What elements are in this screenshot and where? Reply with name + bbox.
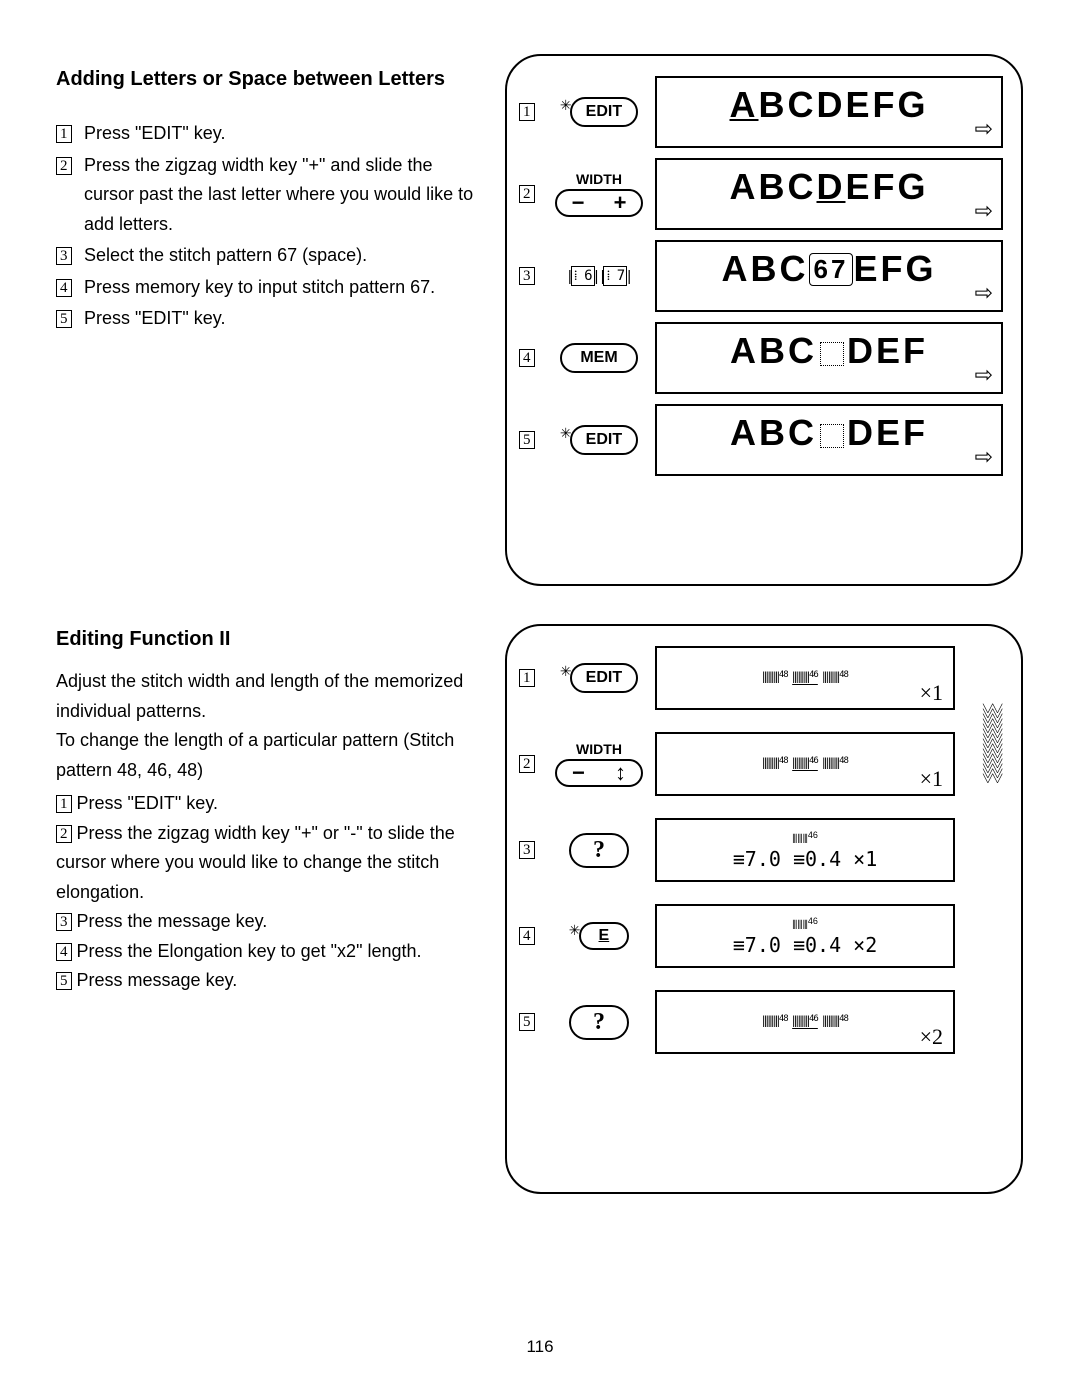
section2-intro1: Adjust the stitch width and length of th… (56, 667, 481, 726)
figure-row: 3?⦀⦀⦀46≡7.0 ≡0.4 ×1 (519, 818, 1003, 882)
display-screen: ⦀⦀⦀48 ⦀⦀⦀46 ⦀⦀⦀48×2 (655, 990, 955, 1054)
display-screen: ⦀⦀⦀46≡7.0 ≡0.4 ×1 (655, 818, 955, 882)
step-num: 4 (56, 279, 72, 297)
step-num: 2 (56, 157, 72, 175)
key-icon: ✳EDIT (543, 663, 655, 693)
display-screen: ABCDEFG⇨ (655, 158, 1003, 230)
step-num: 3 (56, 247, 72, 265)
step-text: Press memory key to input stitch pattern… (84, 273, 435, 303)
step-text: Press the Elongation key to get "x2" len… (77, 941, 422, 961)
key-icon: ? (543, 1005, 655, 1040)
step-text: Press "EDIT" key. (77, 793, 218, 813)
key-icon: ✳EDIT (543, 425, 655, 455)
step-text: Press the zigzag width key "+" or "-" to… (56, 823, 455, 902)
page-number: 116 (0, 1337, 1080, 1357)
step-num: 4 (56, 943, 72, 961)
step-text: Press "EDIT" key. (84, 119, 225, 149)
figure-row: 1✳EDITABCDEFG⇨ (519, 76, 1003, 148)
step-num: 5 (56, 972, 72, 990)
key-icon: WIDTH−+ (543, 171, 655, 217)
display-screen: ⦀⦀⦀46≡7.0 ≡0.4 ×2 (655, 904, 955, 968)
step-num: 5 (56, 310, 72, 328)
figure-row: 4✳E⦀⦀⦀46≡7.0 ≡0.4 ×2 (519, 904, 1003, 968)
display-screen: ABCDEF⇨ (655, 322, 1003, 394)
figure-2: 1✳EDIT⦀⦀⦀48 ⦀⦀⦀46 ⦀⦀⦀48×1 2WIDTH−↕⦀⦀⦀48 ⦀… (505, 624, 1023, 1194)
display-screen: ABC67EFG⇨ (655, 240, 1003, 312)
figure-1: 1✳EDITABCDEFG⇨ 2WIDTH−+ABCDEFG⇨ 3| ⁞ 6 | |… (505, 54, 1023, 586)
step-text: Press the zigzag width key "+" and slide… (84, 151, 481, 240)
key-icon: | ⁞ 6 | | ⁞ 7 | (543, 266, 655, 286)
display-screen: ABCDEF⇨ (655, 404, 1003, 476)
key-icon: MEM (543, 343, 655, 373)
key-icon: ✳E (543, 922, 655, 950)
step-num: 2 (56, 825, 72, 843)
step-num: 1 (56, 125, 72, 143)
figure-row: 2WIDTH−↕⦀⦀⦀48 ⦀⦀⦀46 ⦀⦀⦀48×1 (519, 732, 1003, 796)
key-icon: ✳EDIT (543, 97, 655, 127)
key-icon: ? (543, 833, 655, 868)
section1-steps: 1 Press "EDIT" key. 2 Press the zigzag wid… (56, 119, 481, 334)
step-num: 3 (56, 913, 72, 931)
figure-row: 1✳EDIT⦀⦀⦀48 ⦀⦀⦀46 ⦀⦀⦀48×1 (519, 646, 1003, 710)
section2-intro2: To change the length of a particular pat… (56, 726, 481, 785)
stitch-sample-icon: ╲╱╲╱╲╱╲╱╲╱╲╱╲╱╲╱╲╱╲╱╲╱╲╱╲╱╲╱╲╱╲╱╲╱╲╱╲╱╲╱… (983, 706, 1005, 1006)
section2-title: Editing Function II (56, 628, 481, 651)
figure-row: 5?⦀⦀⦀48 ⦀⦀⦀46 ⦀⦀⦀48×2 (519, 990, 1003, 1054)
step-text: Press the message key. (77, 911, 268, 931)
figure-row: 5✳EDITABCDEF⇨ (519, 404, 1003, 476)
key-icon: WIDTH−↕ (543, 741, 655, 787)
step-num: 1 (56, 795, 72, 813)
display-screen: ABCDEFG⇨ (655, 76, 1003, 148)
figure-row: 3| ⁞ 6 | | ⁞ 7 |ABC67EFG⇨ (519, 240, 1003, 312)
figure-row: 2WIDTH−+ABCDEFG⇨ (519, 158, 1003, 230)
display-screen: ⦀⦀⦀48 ⦀⦀⦀46 ⦀⦀⦀48×1 (655, 646, 955, 710)
step-text: Press message key. (77, 970, 238, 990)
step-text: Select the stitch pattern 67 (space). (84, 241, 367, 271)
display-screen: ⦀⦀⦀48 ⦀⦀⦀46 ⦀⦀⦀48×1 (655, 732, 955, 796)
step-text: Press "EDIT" key. (84, 304, 225, 334)
section1-title: Adding Letters or Space between Letters (56, 68, 481, 91)
figure-row: 4MEMABCDEF⇨ (519, 322, 1003, 394)
